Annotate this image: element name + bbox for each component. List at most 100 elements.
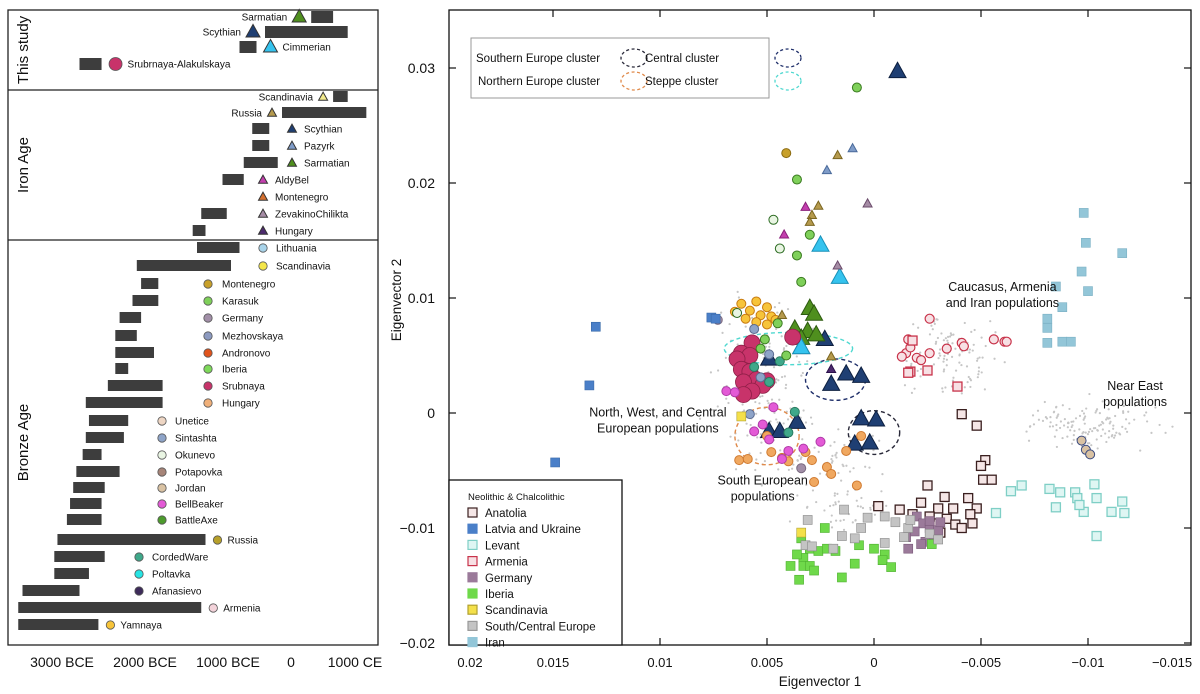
timeline-circle-marker <box>157 467 167 477</box>
date-range-bar <box>54 551 105 562</box>
reference-sample-dot <box>1114 414 1117 418</box>
reference-sample-dot <box>720 311 723 314</box>
reference-sample-dot <box>773 494 776 497</box>
x-tick-label: 0.01 <box>647 655 672 670</box>
reference-sample-dot <box>782 347 786 350</box>
reference-sample-dot <box>1112 427 1115 430</box>
reference-sample-dot <box>783 375 786 378</box>
reference-sample-dot <box>1078 428 1081 431</box>
reference-sample-dot <box>829 520 832 524</box>
timeline-circle-marker <box>208 603 218 613</box>
series-group <box>749 356 800 438</box>
reference-sample-dot <box>854 519 857 522</box>
timeline-row-label: Poltavka <box>152 570 191 581</box>
reference-sample-dot <box>834 519 838 522</box>
reference-sample-dot <box>834 501 837 504</box>
reference-sample-dot <box>828 504 832 508</box>
data-point-circle <box>764 376 775 387</box>
data-point-circle <box>740 313 751 324</box>
data-point-triangle <box>804 216 816 226</box>
data-point-square <box>1074 499 1085 511</box>
series-group <box>736 411 807 538</box>
timeline-row: Pazyrk <box>252 140 336 153</box>
reference-sample-dot <box>749 423 752 427</box>
reference-sample-dot <box>813 446 816 449</box>
reference-sample-dot <box>796 459 799 462</box>
reference-sample-dot <box>734 468 738 471</box>
reference-sample-dot <box>860 496 863 500</box>
reference-sample-dot <box>1105 440 1108 444</box>
timeline-row-label: Scandinavia <box>259 93 314 104</box>
reference-sample-dot <box>1091 430 1094 433</box>
neolithic-legend: Neolithic & Chalcolithic Anatolia Latvia a… <box>448 479 623 650</box>
reference-sample-dot <box>832 504 835 507</box>
reference-sample-dot <box>834 503 837 506</box>
timeline-circle-marker <box>105 620 116 630</box>
reference-sample-dot <box>796 494 799 497</box>
data-point-square <box>1091 492 1102 504</box>
reference-sample-dot <box>1070 442 1074 445</box>
population-annotations: Caucasus, Armenia and Iran populations Nea… <box>589 280 1167 503</box>
reference-sample-dot <box>1098 424 1101 427</box>
data-point-square <box>1005 486 1017 497</box>
timeline-circle-marker <box>212 535 223 545</box>
reference-sample-dot <box>1083 417 1086 420</box>
timeline-row-label: Russia <box>228 536 259 547</box>
reference-sample-dot <box>842 518 845 522</box>
data-point-circle <box>774 356 785 367</box>
reference-sample-dot <box>842 464 845 468</box>
reference-sample-dot <box>795 355 798 358</box>
reference-sample-dot <box>1070 420 1073 423</box>
data-point-square <box>933 525 944 536</box>
timeline-row: Scythian <box>203 23 348 39</box>
series-group <box>778 201 811 239</box>
reference-sample-dot <box>759 451 762 455</box>
reference-sample-dot <box>782 348 785 352</box>
timeline-row-label: Karasuk <box>222 297 260 308</box>
data-point-square <box>956 522 967 534</box>
section-label: Iron Age <box>15 137 32 193</box>
reference-sample-dot <box>1084 415 1087 418</box>
reference-sample-dot <box>1027 439 1031 442</box>
data-point-square <box>916 539 926 549</box>
data-point-square <box>736 411 747 422</box>
cluster-legend-label: Steppe cluster <box>645 76 719 88</box>
reference-sample-dot <box>833 441 836 444</box>
reference-sample-dot <box>1111 434 1114 437</box>
reference-sample-dot <box>721 331 724 335</box>
reference-sample-dot <box>1095 438 1098 441</box>
date-range-bar <box>85 432 124 443</box>
timeline-circle-marker <box>203 364 213 374</box>
cluster-legend-label: Northern Europe cluster <box>478 76 600 88</box>
annotation-label: South European <box>718 473 808 487</box>
reference-sample-dot <box>968 348 971 351</box>
data-point-square <box>1050 502 1062 513</box>
data-point-square <box>905 515 916 525</box>
timeline-circle-marker <box>108 57 123 71</box>
reference-sample-dot <box>736 343 739 346</box>
reference-sample-dot <box>837 500 840 503</box>
data-point-circle <box>762 319 772 330</box>
reference-sample-dot <box>1048 425 1052 428</box>
reference-sample-dot <box>761 352 765 356</box>
data-point-square <box>869 543 879 554</box>
series-group <box>990 479 1130 542</box>
timeline-row-label: Montenegro <box>222 280 276 291</box>
data-point-triangle <box>806 209 818 219</box>
reference-sample-dot <box>1045 417 1049 420</box>
reference-sample-dot <box>950 333 953 337</box>
reference-sample-dot <box>1057 413 1060 416</box>
series-group <box>781 148 792 159</box>
reference-sample-dot <box>780 375 784 379</box>
reference-sample-dot <box>945 358 948 361</box>
timeline-circle-marker <box>258 243 268 253</box>
reference-sample-dot <box>942 370 945 373</box>
reference-sample-dot <box>1081 432 1084 435</box>
cluster-legend-box <box>470 37 770 99</box>
data-point-triangle <box>832 259 843 270</box>
data-point-square <box>1106 506 1117 518</box>
reference-sample-dot <box>839 519 842 522</box>
data-point-triangle <box>888 61 907 79</box>
reference-sample-dot <box>869 508 872 511</box>
data-point-square <box>794 574 804 585</box>
